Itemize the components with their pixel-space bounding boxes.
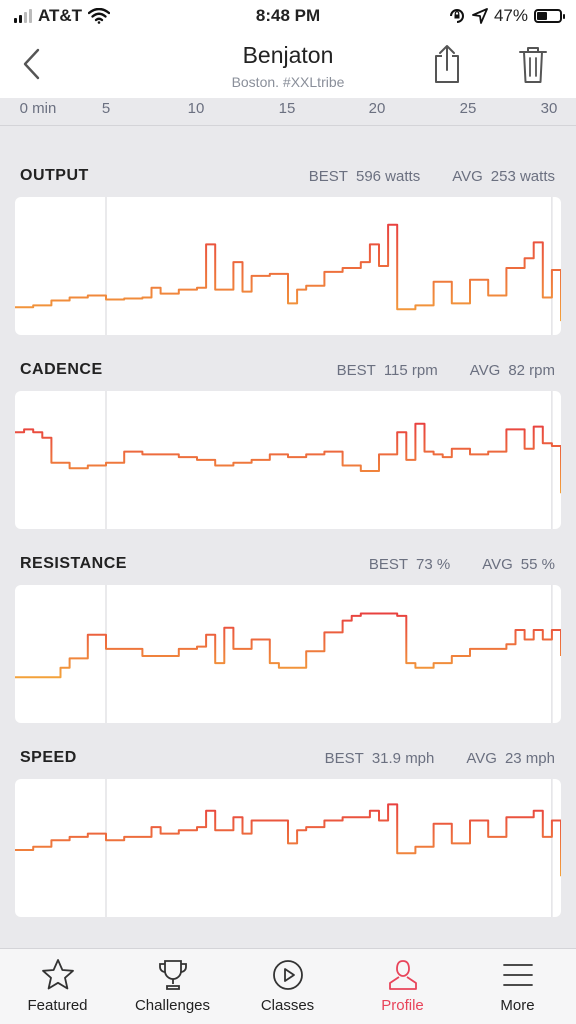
speed-header: SPEED BEST 31.9 mph AVG 23 mph	[0, 744, 576, 774]
menu-icon	[502, 964, 533, 986]
tab-label: Featured	[27, 997, 88, 1014]
metric-name: OUTPUT	[20, 167, 89, 184]
best-label: BEST	[368, 556, 409, 573]
speed-line-chart	[15, 779, 561, 917]
tab-featured[interactable]: Featured	[0, 949, 115, 1024]
metric-name: RESISTANCE	[20, 555, 127, 572]
metric-stats: BEST 115 rpm AVG 82 rpm	[337, 362, 555, 379]
time-tick: 5	[101, 100, 111, 117]
avg-label: AVG	[482, 556, 513, 573]
output-header: OUTPUT BEST 596 watts AVG 253 watts	[0, 162, 576, 192]
best-value: 115 rpm	[383, 362, 438, 379]
metric-name: CADENCE	[20, 361, 103, 378]
share-icon[interactable]	[430, 42, 464, 86]
series-line	[15, 223, 561, 322]
avg-label: AVG	[466, 750, 497, 767]
best-value: 31.9 mph	[371, 750, 435, 767]
status-time: 8:48 PM	[255, 6, 321, 25]
speed-chart[interactable]	[15, 779, 561, 917]
ride-header: Benjaton Boston. #XXLtribe	[0, 34, 576, 98]
time-tick: 0 min	[19, 100, 57, 117]
avg-label: AVG	[469, 362, 501, 379]
cadence-line-chart	[15, 391, 561, 529]
metric-stats: BEST 596 watts AVG 253 watts	[309, 168, 555, 185]
tab-label: Challenges	[134, 997, 211, 1014]
metric-name: SPEED	[20, 749, 77, 766]
best-label: BEST	[324, 750, 364, 767]
best-value: 596 watts	[355, 168, 421, 185]
metric-stats: BEST 31.9 mph AVG 23 mph	[325, 750, 555, 767]
carrier-group: AT&T	[14, 6, 111, 26]
avg-value: 55 %	[520, 556, 555, 573]
tab-more[interactable]: More	[460, 949, 575, 1024]
battery-percent: 47%	[493, 6, 528, 25]
signal-icon	[14, 9, 32, 23]
ride-subtitle: Boston. #XXLtribe	[231, 74, 345, 90]
play-circle-icon	[272, 960, 303, 990]
best-label: BEST	[336, 362, 376, 379]
avg-value: 253 watts	[490, 168, 555, 185]
tab-challenges[interactable]: Challenges	[115, 949, 230, 1024]
trophy-icon	[158, 960, 187, 990]
location-arrow-icon	[472, 8, 488, 24]
time-tick: 20	[368, 100, 386, 117]
series-line	[15, 612, 561, 679]
bottom-tab-bar: Featured Challenges Classes Profile More	[0, 948, 576, 1024]
back-chevron-icon[interactable]	[18, 44, 48, 84]
tab-label: Classes	[260, 997, 315, 1014]
tab-classes[interactable]: Classes	[230, 949, 345, 1024]
time-tick: 25	[459, 100, 477, 117]
cadence-header: CADENCE BEST 115 rpm AVG 82 rpm	[0, 356, 576, 386]
time-axis: 0 min 5 10 15 20 25 30	[0, 98, 576, 126]
time-tick: 10	[187, 100, 205, 117]
status-bar: AT&T 8:48 PM 47%	[0, 0, 576, 34]
time-tick: 15	[278, 100, 296, 117]
time-tick: 30	[540, 100, 558, 117]
series-line	[15, 422, 561, 494]
resistance-line-chart	[15, 585, 561, 723]
resistance-header: RESISTANCE BEST 73 % AVG 55 %	[0, 550, 576, 580]
tab-label: More	[500, 997, 535, 1014]
avg-value: 82 rpm	[508, 362, 555, 379]
carrier-name: AT&T	[38, 6, 83, 25]
tab-label: Profile	[381, 997, 424, 1014]
ride-title: Benjaton	[242, 42, 334, 68]
battery-icon	[534, 9, 565, 23]
best-value: 73 %	[416, 556, 451, 573]
star-icon	[41, 959, 74, 990]
cadence-chart[interactable]	[15, 391, 561, 529]
status-right-group: 47%	[448, 6, 565, 26]
output-chart[interactable]	[15, 197, 561, 335]
trash-icon[interactable]	[516, 42, 550, 86]
rotation-lock-icon	[449, 9, 464, 23]
tab-profile[interactable]: Profile	[345, 949, 460, 1024]
avg-label: AVG	[452, 168, 483, 185]
output-line-chart	[15, 197, 561, 335]
wifi-icon	[88, 8, 111, 24]
resistance-chart[interactable]	[15, 585, 561, 723]
avg-value: 23 mph	[504, 750, 555, 767]
series-line	[15, 803, 561, 877]
person-icon	[388, 960, 417, 990]
best-label: BEST	[308, 168, 348, 185]
metric-stats: BEST 73 % AVG 55 %	[369, 556, 555, 573]
